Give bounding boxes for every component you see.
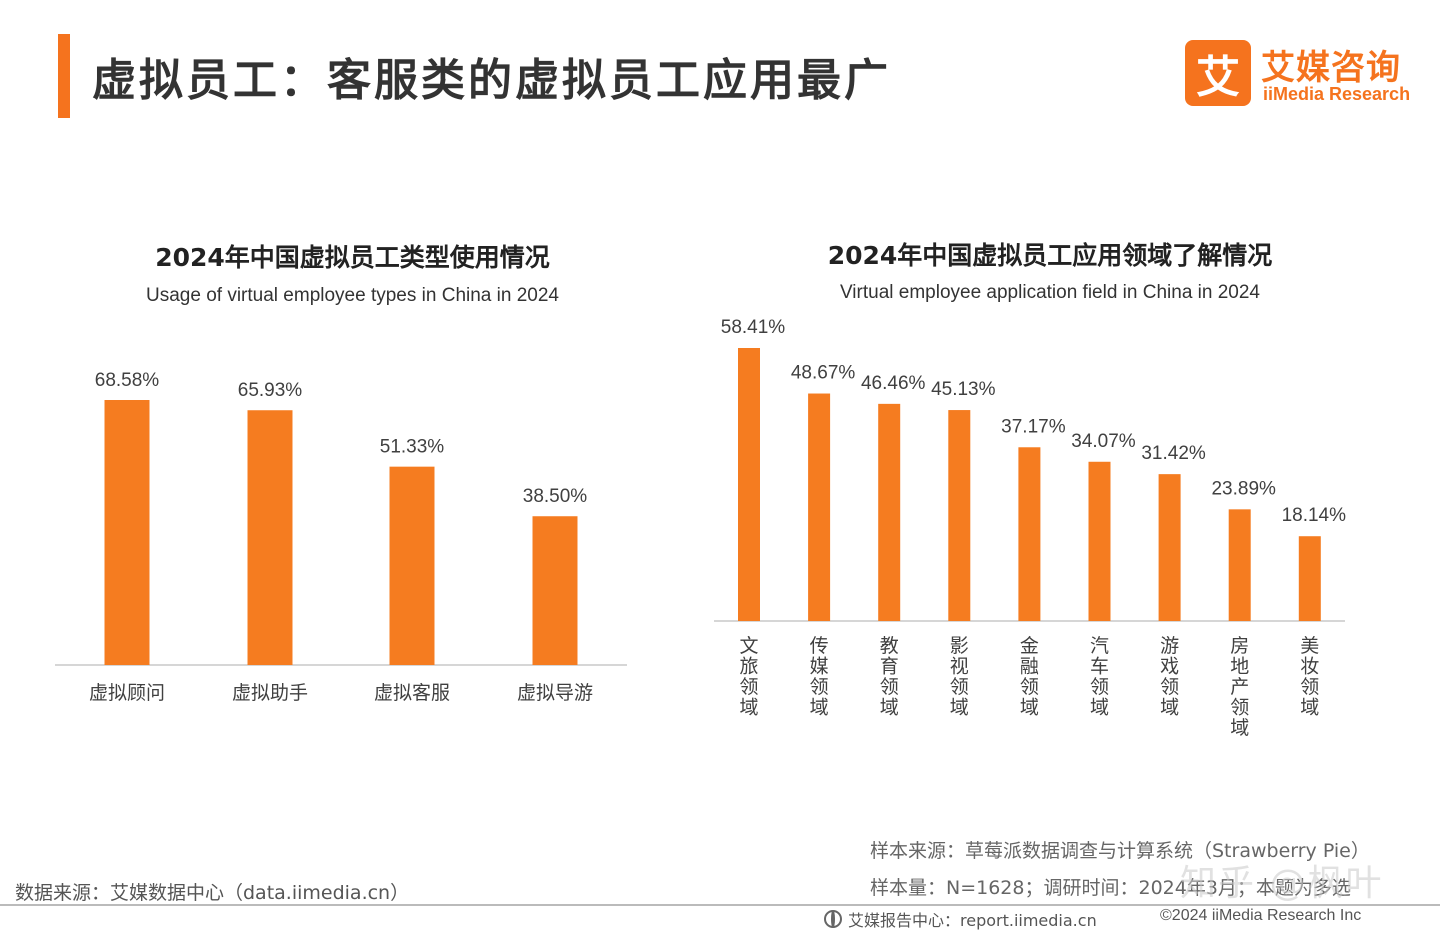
chart2-bar (1018, 447, 1041, 621)
chart1-data-label: 68.58% (95, 370, 160, 391)
chart1-data-label: 38.50% (523, 486, 588, 507)
sample-source-note: 样本来源：草莓派数据调查与计算系统（Strawberry Pie） (870, 840, 1370, 862)
chart2-bar (878, 403, 901, 621)
chart2-data-label: 31.42% (1141, 443, 1206, 464)
logo-subtitle: iiMedia Research (1263, 84, 1411, 104)
chart2-bar (1158, 474, 1181, 621)
chart2-bar (948, 410, 971, 621)
chart2-category-label: 房地产领域 (1230, 635, 1249, 739)
chart2-category-label: 金融领域 (1020, 635, 1039, 719)
chart1-category-label: 虚拟导游 (517, 682, 593, 704)
chart1-bar (532, 516, 578, 665)
chart1-subtitle: Usage of virtual employee types in China… (146, 285, 559, 306)
chart2-category-label: 文旅领域 (739, 635, 758, 719)
chart2-bar (738, 348, 760, 621)
chart2-data-label: 58.41% (721, 317, 786, 338)
chart2-category-label: 教育领域 (880, 635, 899, 719)
chart1-bar (104, 400, 150, 665)
footer-divider (0, 904, 1440, 906)
chart1-data-label: 65.93% (238, 380, 303, 401)
chart2-bar (1298, 536, 1321, 621)
logo-mark: 艾 (1185, 40, 1251, 106)
chart2-category-label: 美妆领域 (1300, 635, 1319, 719)
chart2-bar (1228, 509, 1251, 621)
chart2-category-label: 游戏领域 (1160, 635, 1179, 719)
chart2-data-label: 45.13% (931, 379, 996, 400)
chart1-bar (389, 466, 435, 665)
globe-icon (824, 910, 842, 928)
chart2-title: 2024年中国虚拟员工应用领域了解情况 (827, 241, 1273, 270)
chart2-data-label: 34.07% (1071, 431, 1136, 452)
data-source-note: 数据来源：艾媒数据中心（data.iimedia.cn） (15, 882, 410, 904)
iimedia-logo: 艾 艾媒咨询 iiMedia Research (1185, 40, 1420, 108)
chart2-bar (808, 393, 831, 621)
sample-size-note: 样本量：N=1628；调研时间：2024年3月；本题为多选 (870, 877, 1351, 899)
title-accent-bar (58, 34, 70, 118)
chart1-title: 2024年中国虚拟员工类型使用情况 (155, 243, 550, 272)
chart2-data-label: 46.46% (861, 373, 926, 394)
chart2-category-label: 影视领域 (950, 635, 969, 719)
report-center-text: 艾媒报告中心：report.iimedia.cn (848, 911, 1097, 930)
chart2-data-label: 48.67% (791, 363, 856, 384)
chart1-category-label: 虚拟顾问 (89, 682, 165, 704)
chart2-bar (1088, 461, 1111, 621)
chart2-data-label: 37.17% (1001, 416, 1066, 437)
chart1-bar (247, 410, 293, 665)
chart2-category-label: 汽车领域 (1090, 635, 1109, 719)
chart2-category-label: 传媒领域 (810, 635, 829, 719)
page-title: 虚拟员工：客服类的虚拟员工应用最广 (92, 55, 891, 106)
report-center-link[interactable]: 艾媒报告中心：report.iimedia.cn (824, 907, 1097, 931)
chart1-category-label: 虚拟客服 (374, 682, 450, 704)
chart1-category-label: 虚拟助手 (232, 682, 308, 704)
logo-name: 艾媒咨询 (1261, 48, 1401, 88)
chart2-subtitle: Virtual employee application field in Ch… (839, 282, 1261, 303)
chart1-data-label: 51.33% (380, 437, 445, 458)
watermark: 知乎 @枫叶 (1180, 863, 1384, 904)
chart2-data-label: 23.89% (1211, 478, 1276, 499)
copyright: ©2024 iiMedia Research Inc (1160, 907, 1362, 924)
chart2-data-label: 18.14% (1282, 505, 1347, 526)
